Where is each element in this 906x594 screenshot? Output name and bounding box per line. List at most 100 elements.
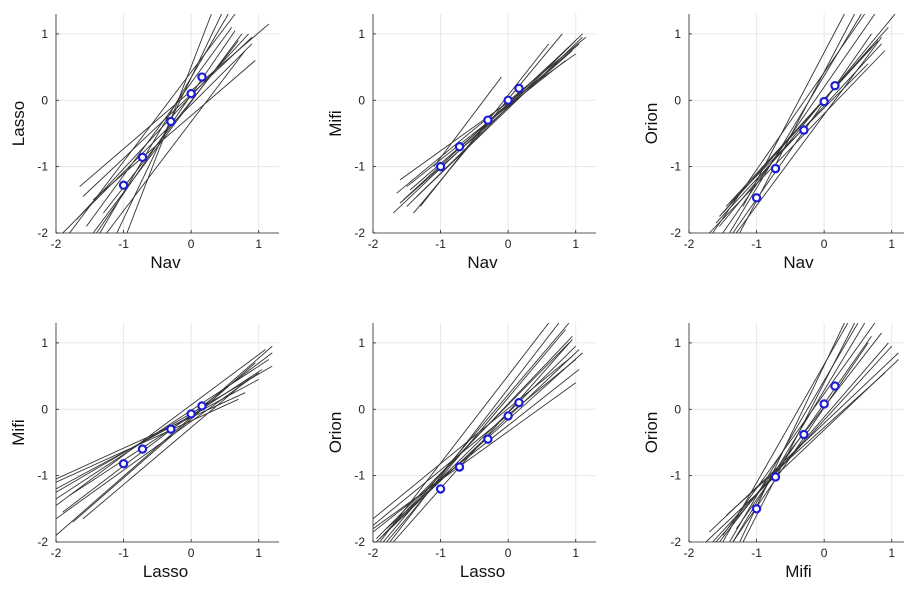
y-tick-label: 0 <box>41 93 48 107</box>
y-tick-label: 1 <box>358 27 365 41</box>
y-tick-label: -2 <box>670 226 681 240</box>
panel-4: -2 -1 0 1 -2 -1 0 1 Lasso Mifi <box>9 323 279 581</box>
x-tick-label: 1 <box>572 546 579 560</box>
fit-line <box>742 14 845 207</box>
x-axis-label: Nav <box>467 253 498 272</box>
data-point <box>770 163 781 174</box>
fit-line <box>376 342 570 539</box>
y-axis-label: Mifi <box>9 419 28 445</box>
fit-line <box>82 375 253 520</box>
data-point <box>118 458 129 469</box>
panel-5: -2 -1 0 1 -2 -1 0 1 Lasso Orion <box>326 323 596 581</box>
fit-line <box>373 355 573 520</box>
x-tick-label: 0 <box>821 546 828 560</box>
data-point <box>799 429 809 440</box>
data-point <box>483 434 493 444</box>
data-point <box>454 462 465 472</box>
x-tick-label: -2 <box>368 237 379 251</box>
y-axis-label: Mifi <box>326 110 345 136</box>
x-tick-label: 0 <box>188 546 195 560</box>
fit-line <box>79 23 270 187</box>
data-point <box>197 72 207 82</box>
data-point <box>819 399 829 409</box>
data-point <box>751 193 762 203</box>
fit-lines <box>62 14 270 233</box>
x-tick-label: -2 <box>684 237 695 251</box>
fit-line <box>96 30 236 233</box>
x-axis-label: Lasso <box>143 562 188 581</box>
x-tick-label: -2 <box>684 546 695 560</box>
x-tick-label: -1 <box>751 237 762 251</box>
data-point <box>819 96 829 107</box>
panel-6: -2 -1 0 1 -2 -1 0 1 Mifi Orion <box>642 323 904 581</box>
y-axis-label: Orion <box>642 103 661 145</box>
data-point <box>751 504 762 514</box>
fit-line <box>379 323 550 542</box>
y-tick-label: -1 <box>670 160 681 174</box>
fit-line <box>373 382 576 530</box>
x-tick-label: 1 <box>888 546 895 560</box>
data-point <box>770 472 781 482</box>
y-tick-label: -2 <box>37 535 48 549</box>
data-point <box>514 83 524 94</box>
fit-line <box>86 27 233 227</box>
x-tick-label: 0 <box>821 237 828 251</box>
data-point <box>166 116 176 127</box>
fit-line <box>56 372 259 520</box>
y-tick-label: -1 <box>670 469 681 483</box>
fit-line <box>62 43 253 233</box>
data-point <box>435 484 446 494</box>
y-tick-label: -1 <box>354 160 365 174</box>
y-tick-label: 0 <box>358 93 365 107</box>
x-tick-label: -1 <box>118 237 129 251</box>
fit-line <box>92 33 243 233</box>
data-point <box>514 397 524 408</box>
x-tick-label: -1 <box>435 237 446 251</box>
y-axis-label: Lasso <box>9 101 28 146</box>
y-tick-label: 1 <box>41 27 48 41</box>
y-tick-label: -2 <box>354 535 365 549</box>
fit-line <box>399 50 573 204</box>
fit-line <box>382 349 580 536</box>
x-axis-label: Mifi <box>785 562 811 581</box>
fit-lines <box>56 345 273 536</box>
panel-3: -2 -1 0 1 -2 -1 0 1 Nav Orion <box>642 14 904 272</box>
fit-line <box>433 76 502 167</box>
x-tick-label: 0 <box>188 237 195 251</box>
y-tick-label: 0 <box>358 402 365 416</box>
fit-line <box>729 14 862 233</box>
fit-line <box>92 60 256 201</box>
y-tick-label: -1 <box>37 469 48 483</box>
x-axis-label: Nav <box>783 253 814 272</box>
x-tick-label: 1 <box>888 237 895 251</box>
x-tick-label: -1 <box>118 546 129 560</box>
data-point <box>830 381 840 391</box>
data-point <box>435 161 446 172</box>
y-tick-label: 1 <box>41 336 48 350</box>
x-tick-label: 1 <box>255 237 262 251</box>
fit-line <box>729 63 869 204</box>
data-point <box>483 115 493 125</box>
fit-line <box>56 392 246 480</box>
y-tick-label: 1 <box>358 336 365 350</box>
data-point <box>454 142 465 152</box>
fit-line <box>56 349 266 506</box>
fit-line <box>416 36 583 197</box>
y-tick-label: 0 <box>674 93 681 107</box>
data-point <box>503 411 513 421</box>
fit-line <box>725 372 886 516</box>
fit-line <box>386 329 566 542</box>
y-tick-label: -2 <box>670 535 681 549</box>
fit-line <box>72 362 256 523</box>
x-tick-label: 1 <box>572 237 579 251</box>
y-tick-label: -2 <box>354 226 365 240</box>
fit-line <box>722 14 876 233</box>
data-point <box>830 80 840 91</box>
fit-lines <box>708 14 896 233</box>
data-point <box>503 95 513 105</box>
fit-line <box>396 36 587 194</box>
x-tick-label: -2 <box>368 546 379 560</box>
x-tick-label: 0 <box>505 237 512 251</box>
